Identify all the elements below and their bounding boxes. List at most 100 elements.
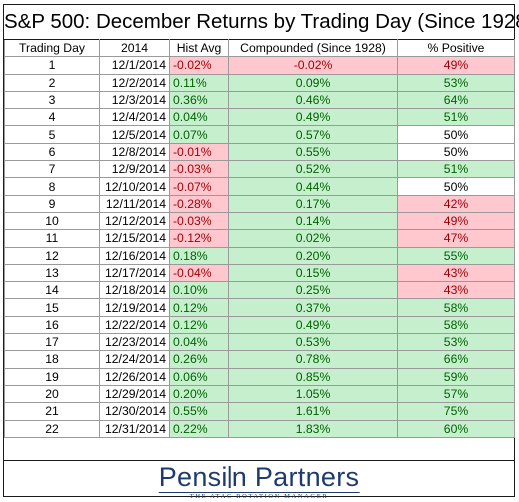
cell-hist-avg: 0.10% — [169, 281, 229, 300]
cell-compounded: 0.20% — [228, 246, 398, 265]
table-row: 11 12/15/2014 -0.12% 0.02% 47% — [4, 229, 515, 248]
footer: Pensi n Partners THE ATAC ROTATION MANAGE… — [4, 460, 514, 500]
cell-date: 12/30/2014 — [99, 402, 170, 421]
cell-hist-avg: -0.03% — [169, 211, 229, 231]
cell-date: 12/24/2014 — [99, 350, 170, 369]
cell-trading-day: 4 — [4, 108, 100, 127]
cell-hist-avg: 0.04% — [169, 108, 229, 127]
cell-trading-day: 22 — [4, 419, 100, 438]
cell-compounded: 0.09% — [228, 73, 398, 92]
cell-compounded: 0.53% — [228, 333, 398, 352]
cell-date: 12/1/2014 — [99, 56, 170, 75]
cell-compounded: 1.83% — [228, 419, 398, 438]
cell-date: 12/26/2014 — [99, 367, 170, 386]
cell-pct-positive: 49% — [397, 56, 515, 75]
cell-compounded: 0.14% — [228, 211, 398, 231]
cell-pct-positive: 53% — [397, 333, 515, 352]
table-row: 21 12/30/2014 0.55% 1.61% 75% — [4, 402, 515, 421]
table-row: 12 12/16/2014 0.18% 0.20% 55% — [4, 246, 515, 265]
cell-trading-day: 2 — [4, 73, 100, 92]
cell-compounded: 0.49% — [228, 108, 398, 127]
cell-trading-day: 5 — [4, 125, 100, 144]
cell-date: 12/8/2014 — [99, 142, 170, 162]
header-trading-day: Trading Day — [4, 38, 100, 58]
logo-name-part2: n Partners — [231, 462, 360, 492]
cell-hist-avg: 0.18% — [169, 246, 229, 265]
cell-hist-avg: 0.06% — [169, 367, 229, 386]
cell-date: 12/23/2014 — [99, 333, 170, 352]
cell-hist-avg: 0.12% — [169, 298, 229, 317]
cell-hist-avg: -0.28% — [169, 194, 229, 213]
cell-date: 12/2/2014 — [99, 73, 170, 92]
cell-trading-day: 12 — [4, 246, 100, 265]
table-row: 8 12/10/2014 -0.07% 0.44% 50% — [4, 177, 515, 196]
table-row: 17 12/23/2014 0.04% 0.53% 53% — [4, 333, 515, 352]
logo-bar-icon — [228, 466, 231, 488]
cell-pct-positive: 50% — [397, 177, 515, 196]
cell-date: 12/12/2014 — [99, 211, 170, 231]
cell-pct-positive: 50% — [397, 142, 515, 162]
cell-pct-positive: 43% — [397, 281, 515, 300]
table-row: 15 12/19/2014 0.12% 0.37% 58% — [4, 298, 515, 317]
cell-hist-avg: 0.26% — [169, 350, 229, 369]
cell-pct-positive: 51% — [397, 160, 515, 179]
cell-pct-positive: 57% — [397, 384, 515, 404]
header-hist-avg: Hist Avg — [169, 38, 229, 58]
cell-trading-day: 21 — [4, 402, 100, 421]
cell-trading-day: 3 — [4, 90, 100, 110]
table-row: 20 12/29/2014 0.20% 1.05% 57% — [4, 384, 515, 404]
table-row: 18 12/24/2014 0.26% 0.78% 66% — [4, 350, 515, 369]
cell-pct-positive: 66% — [397, 350, 515, 369]
cell-hist-avg: -0.01% — [169, 142, 229, 162]
cell-pct-positive: 58% — [397, 298, 515, 317]
cell-date: 12/16/2014 — [99, 246, 170, 265]
cell-trading-day: 10 — [4, 211, 100, 231]
table-header-row: Trading Day 2014 Hist Avg Compounded (Si… — [4, 38, 515, 58]
cell-trading-day: 11 — [4, 229, 100, 248]
cell-trading-day: 18 — [4, 350, 100, 369]
cell-trading-day: 20 — [4, 384, 100, 404]
cell-pct-positive: 59% — [397, 367, 515, 386]
header-compounded: Compounded (Since 1928) — [228, 38, 398, 58]
cell-compounded: 0.17% — [228, 194, 398, 213]
cell-date: 12/22/2014 — [99, 315, 170, 335]
cell-date: 12/15/2014 — [99, 229, 170, 248]
cell-compounded: 0.25% — [228, 281, 398, 300]
cell-compounded: 0.78% — [228, 350, 398, 369]
cell-date: 12/5/2014 — [99, 125, 170, 144]
cell-date: 12/18/2014 — [99, 281, 170, 300]
cell-hist-avg: 0.12% — [169, 315, 229, 335]
cell-date: 12/3/2014 — [99, 90, 170, 110]
cell-trading-day: 14 — [4, 281, 100, 300]
cell-hist-avg: 0.11% — [169, 73, 229, 92]
cell-pct-positive: 64% — [397, 90, 515, 110]
cell-compounded: 0.37% — [228, 298, 398, 317]
cell-date: 12/10/2014 — [99, 177, 170, 196]
cell-compounded: 0.52% — [228, 160, 398, 179]
logo-wordmark: Pensi n Partners — [159, 464, 360, 491]
logo-tagline: THE ATAC ROTATION MANAGER — [158, 492, 360, 501]
cell-date: 12/31/2014 — [99, 419, 170, 438]
table-row: 6 12/8/2014 -0.01% 0.55% 50% — [4, 142, 515, 162]
table-row: 22 12/31/2014 0.22% 1.83% 60% — [4, 419, 515, 438]
cell-compounded: -0.02% — [228, 56, 398, 75]
returns-table: Trading Day 20 14 Hist Avg Compounded (Si… — [4, 38, 515, 438]
cell-hist-avg: 0.55% — [169, 402, 229, 421]
cell-compounded: 0.44% — [228, 177, 398, 196]
cell-pct-positive: 42% — [397, 194, 515, 213]
pension-partners-logo: Pensi n Partners THE ATAC ROTATION MANAGE… — [158, 464, 360, 501]
cell-pct-positive: 50% — [397, 125, 515, 144]
header-pct-positive: % Positive — [397, 38, 515, 58]
cell-date: 12/17/2014 — [99, 263, 170, 283]
cell-hist-avg: 0.20% — [169, 384, 229, 404]
cell-hist-avg: 0.36% — [169, 90, 229, 110]
cell-trading-day: 15 — [4, 298, 100, 317]
cell-hist-avg: -0.12% — [169, 229, 229, 248]
table-row: 19 12/26/2014 0.06% 0.85% 59% — [4, 367, 515, 386]
cell-pct-positive: 49% — [397, 211, 515, 231]
cell-date: 12/29/2014 — [99, 384, 170, 404]
cell-hist-avg: -0.04% — [169, 263, 229, 283]
table-body: 1 12/1/2014 -0.02% -0.02% 49% 2 12/2/2014 0.11%… — [4, 56, 515, 438]
table-row: 16 12/22/2014 0.12% 0.49% 58% — [4, 315, 515, 335]
table-row: 3 12/3/2014 0.36% 0.46% 64% — [4, 90, 515, 110]
